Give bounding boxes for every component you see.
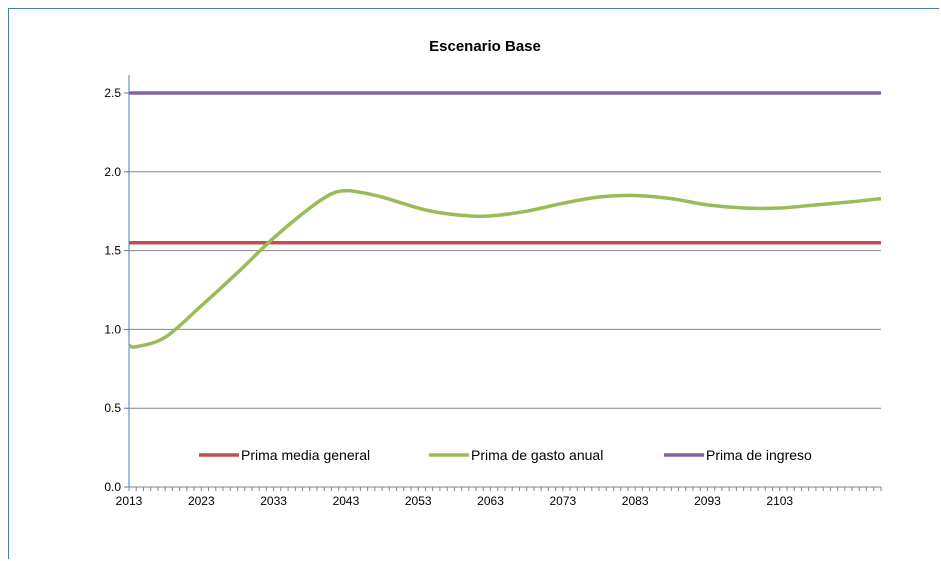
chart-title: Escenario Base bbox=[429, 38, 541, 55]
x-tick-label: 2063 bbox=[477, 494, 504, 508]
x-tick-label: 2073 bbox=[549, 494, 576, 508]
y-tick-label: 1.5 bbox=[104, 244, 121, 258]
series-lines bbox=[128, 91, 882, 349]
x-tick-label: 2103 bbox=[766, 494, 793, 508]
gridlines bbox=[129, 92, 881, 409]
y-tick-labels: 0.0 0.5 1.0 1.5 2.0 2.5 bbox=[104, 86, 121, 494]
x-tick-label: 2033 bbox=[260, 494, 287, 508]
y-tick-label: 0.5 bbox=[104, 401, 121, 415]
legend-label: Prima de gasto anual bbox=[471, 447, 603, 463]
legend: Prima media general Prima de gasto anual P… bbox=[199, 447, 812, 463]
axes bbox=[124, 75, 882, 491]
x-tick-label: 2013 bbox=[116, 494, 143, 508]
legend-label: Prima de ingreso bbox=[706, 447, 812, 463]
y-tick-label: 0.0 bbox=[104, 480, 121, 494]
x-tick-label: 2023 bbox=[188, 494, 215, 508]
legend-label: Prima media general bbox=[241, 447, 370, 463]
x-tick-label: 2053 bbox=[405, 494, 432, 508]
x-tick-label: 2043 bbox=[333, 494, 360, 508]
y-tick-label: 1.0 bbox=[104, 322, 121, 336]
x-tick-labels: 2013 2023 2033 2043 2053 2063 2073 2083 2093 2103 bbox=[116, 494, 794, 508]
x-tick-label: 2093 bbox=[694, 494, 721, 508]
x-tick-label: 2083 bbox=[622, 494, 649, 508]
series-line-2 bbox=[128, 188, 882, 349]
y-tick-label: 2.0 bbox=[104, 165, 121, 179]
chart-frame: Escenario Base 0.0 0.5 1.0 1.5 2.0 2.5 2013 20… bbox=[8, 8, 939, 559]
line-chart: Escenario Base 0.00.51.01.52.02.5 2013 20… bbox=[104, 38, 882, 508]
y-tick-label: 2.5 bbox=[104, 86, 121, 100]
